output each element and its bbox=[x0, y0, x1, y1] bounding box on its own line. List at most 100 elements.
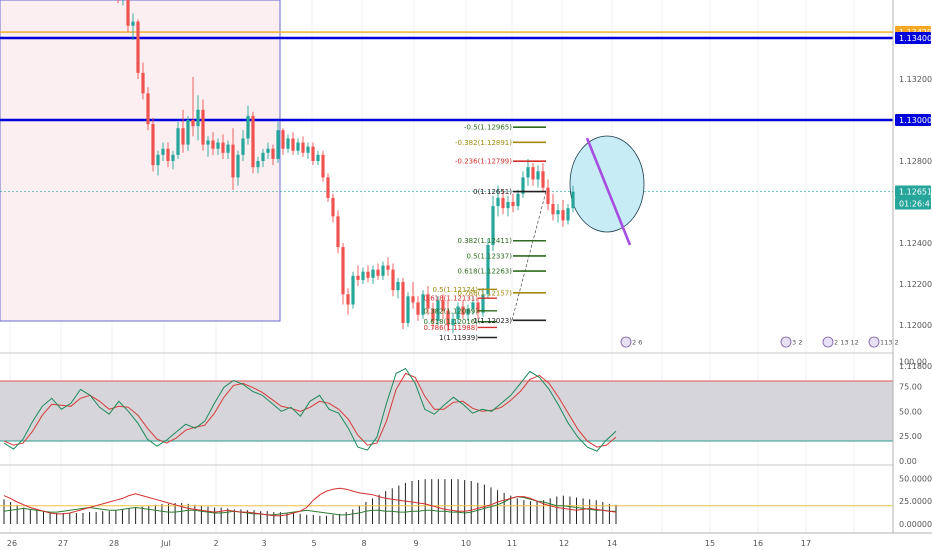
candle-body bbox=[146, 93, 150, 125]
candle-body bbox=[326, 177, 330, 198]
fib-level-label: -0.236(1.12799) bbox=[455, 158, 512, 166]
price-tick-label: 1.12000 bbox=[899, 321, 932, 330]
candle-body bbox=[436, 300, 440, 321]
time-tick-label: 5 bbox=[311, 539, 316, 548]
price-tag-label: 01:26:47 bbox=[899, 200, 932, 209]
candle-body bbox=[376, 269, 380, 276]
candle-body bbox=[351, 275, 355, 305]
economic-event-badges[interactable]: 2 6 3 2 2 13 12 113 2 bbox=[620, 336, 899, 348]
candle-body bbox=[571, 191, 575, 209]
stochastic-pane[interactable] bbox=[0, 352, 893, 452]
candle-body bbox=[461, 306, 465, 315]
candle-body bbox=[531, 167, 535, 180]
candle-body bbox=[456, 306, 460, 319]
plus-di-line bbox=[3, 487, 617, 517]
fib-level-label: 1(1.12023) bbox=[473, 317, 512, 325]
candle-body bbox=[341, 247, 345, 295]
dmi-axis[interactable]: 50.00000 25.00000 0.00000 bbox=[899, 474, 932, 529]
time-tick-label: 9 bbox=[413, 539, 418, 548]
candle-body bbox=[406, 296, 410, 323]
price-tag-box bbox=[895, 185, 931, 198]
fib-small-level-label: 0.786(1.11988) bbox=[424, 324, 479, 332]
candle-body bbox=[346, 294, 350, 305]
candle-body bbox=[476, 302, 480, 313]
candle-body bbox=[216, 142, 220, 149]
time-axis[interactable]: 26 27 28 Jul 2 3 5 8 9 10 11 12 14 15 16 17 bbox=[7, 539, 811, 548]
time-tick-label: 28 bbox=[109, 539, 119, 548]
price-tag-box bbox=[895, 197, 931, 210]
candle-body bbox=[316, 154, 320, 161]
price-tick-label: 1.13600 bbox=[899, 0, 932, 2]
candle-body bbox=[151, 124, 155, 166]
candle-body bbox=[431, 308, 435, 321]
candle-body bbox=[441, 300, 445, 311]
candle-body bbox=[401, 281, 405, 323]
event-badge-label: 2 13 12 bbox=[834, 339, 859, 347]
candle-body bbox=[301, 142, 305, 153]
stochastic-tick-label: 25.00 bbox=[899, 432, 922, 441]
dmi-pane[interactable] bbox=[0, 464, 893, 524]
time-tick-label: 2 bbox=[213, 539, 218, 548]
candle-body bbox=[276, 130, 280, 159]
fib-level-label: -0.5(1.12965) bbox=[464, 124, 512, 132]
candle-body bbox=[426, 294, 430, 309]
dmi-tick-label: 0.00000 bbox=[899, 520, 932, 529]
candle-body bbox=[516, 193, 520, 207]
candle-body bbox=[241, 138, 245, 155]
price-tag-box bbox=[895, 114, 931, 126]
candle-body bbox=[481, 294, 485, 313]
fibonacci-retracement-small[interactable]: 0.5(1.12174)0.618(1.12131) 0.382(1.12069)… bbox=[424, 286, 497, 342]
price-pane[interactable]: 0.5(1.12174)0.618(1.12131) 0.382(1.12069)… bbox=[0, 0, 899, 348]
fib-level-label: 0.618(1.12263) bbox=[458, 268, 513, 276]
candle-body bbox=[196, 109, 200, 127]
candle-body bbox=[556, 210, 560, 215]
candle-body bbox=[191, 120, 195, 127]
candle-body bbox=[126, 0, 130, 26]
candle-body bbox=[221, 142, 225, 153]
candle-body bbox=[471, 302, 475, 309]
candle-body bbox=[521, 177, 525, 194]
price-tick-label: 1.12200 bbox=[899, 280, 932, 289]
fib-small-level-label: 1(1.11939) bbox=[439, 334, 478, 342]
stochastic-tick-label: 0.00 bbox=[899, 457, 917, 466]
fib-level-label: 0(1.12651) bbox=[473, 188, 512, 196]
candle-body bbox=[541, 171, 545, 188]
candle-body bbox=[361, 271, 365, 280]
candle-body bbox=[291, 138, 295, 151]
candle-body bbox=[506, 202, 510, 209]
candle-body bbox=[331, 197, 335, 217]
event-badge-label: 113 2 bbox=[880, 339, 899, 347]
price-tag-label: 1.13400 bbox=[899, 34, 932, 43]
candle-body bbox=[141, 72, 145, 94]
time-tick-label: 12 bbox=[559, 539, 569, 548]
trendline[interactable] bbox=[585, 137, 632, 246]
stochastic-axis[interactable]: 100.00 75.00 50.00 25.00 0.00 bbox=[899, 358, 927, 467]
candle-body bbox=[501, 197, 505, 209]
event-badge-icon bbox=[822, 336, 834, 348]
candle-body bbox=[246, 115, 250, 139]
time-tick-label: 16 bbox=[753, 539, 763, 548]
fibonacci-retracement-main[interactable]: -0.5(1.12965) -0.382(1.12891) -0.236(1.127… bbox=[455, 124, 547, 325]
dmi-tick-label: 25.00000 bbox=[899, 497, 932, 506]
candle-body bbox=[421, 294, 425, 315]
price-axis[interactable]: 1.13600 1.13200 1.12800 1.12400 1.12200 1.120… bbox=[899, 0, 932, 371]
time-tick-label: 27 bbox=[58, 539, 68, 548]
candle-body bbox=[561, 210, 565, 221]
candle-body bbox=[206, 140, 210, 145]
candle-body bbox=[366, 271, 370, 278]
candle-body bbox=[311, 146, 315, 161]
candle-body bbox=[451, 318, 455, 325]
fib-small-level-label: 0.382(1.12069) bbox=[424, 307, 479, 315]
candle-body bbox=[156, 154, 160, 166]
candle-body bbox=[136, 21, 140, 73]
event-badge-icon bbox=[780, 336, 792, 348]
price-tick-label: 1.13200 bbox=[899, 75, 932, 84]
candle-body bbox=[551, 204, 555, 215]
candle-body bbox=[286, 138, 290, 149]
highlight-circle[interactable] bbox=[569, 135, 645, 233]
candle-body bbox=[176, 128, 180, 155]
candlesticks bbox=[117, 0, 575, 334]
candle-body bbox=[446, 310, 450, 325]
